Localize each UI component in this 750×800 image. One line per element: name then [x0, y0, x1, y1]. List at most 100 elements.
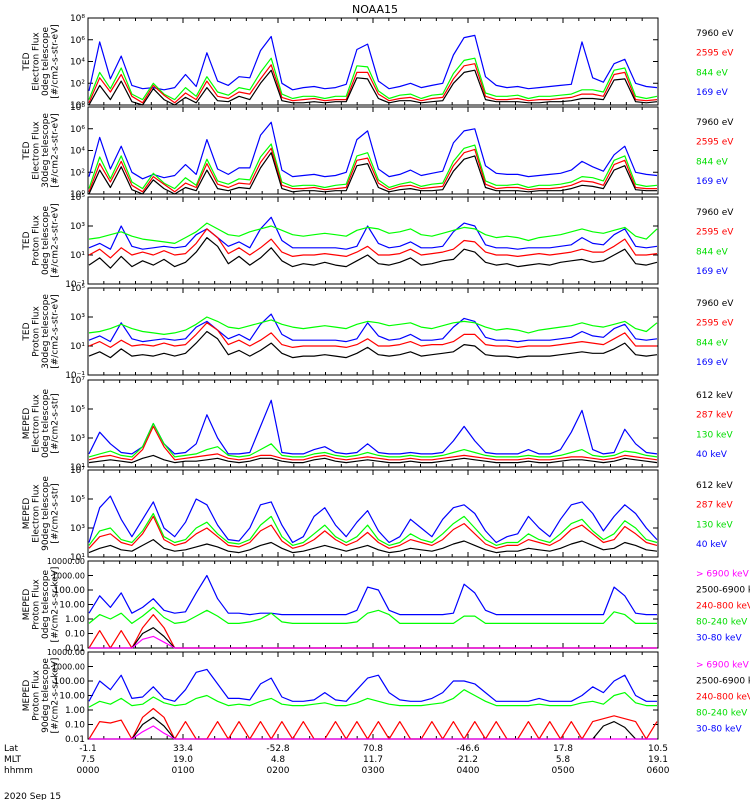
series-line-0 — [89, 635, 657, 649]
legend-label: 169 eV — [696, 358, 729, 368]
series-line-3 — [88, 495, 658, 544]
series-line-2 — [88, 707, 658, 740]
y-tick-label: 10⁸ — [70, 103, 85, 113]
series-line-4 — [88, 668, 657, 702]
legend-label: 2595 eV — [696, 138, 734, 148]
legend-label: 40 keV — [696, 450, 728, 460]
legend-label: 7960 eV — [696, 208, 734, 218]
y-tick-label: 100.00 — [54, 677, 86, 687]
plot-frame — [87, 560, 659, 649]
legend-label: 240-800 keV — [696, 693, 750, 703]
x-tick-label-hhmm: 0400 — [457, 766, 480, 776]
y-axis-label-line: TED — [22, 322, 32, 341]
y-tick-label: 10² — [70, 168, 85, 178]
y-axis-label: MEPEDProton Flux0deg telescope[#/cm2-s-s… — [22, 567, 61, 643]
legend-label: 2595 eV — [696, 319, 734, 329]
y-axis-label: TEDElectron Flux30deg telescope[#/cm2-s-… — [22, 113, 61, 188]
y-axis-label-line: MEPED — [22, 589, 32, 621]
legend-label: 130 keV — [696, 520, 733, 530]
y-axis-label-line: Electron Flux — [31, 32, 41, 91]
x-tick-label-lat: 70.8 — [363, 744, 383, 754]
x-row-label: Lat — [4, 744, 19, 754]
series-line-1 — [88, 322, 657, 348]
panel-5: 10¹ 10³ 10⁵ 10⁷ MEPEDElectron Flux0deg teles… — [22, 376, 734, 473]
y-tick-label: 10⁸ — [70, 14, 85, 24]
series-line-1 — [88, 147, 657, 193]
y-tick-label: 10⁰ — [70, 101, 85, 111]
y-tick-label: 10⁷ — [70, 376, 85, 386]
y-axis-label-line: MEPED — [22, 680, 32, 712]
y-axis-label-line: TED — [22, 231, 32, 250]
x-tick-label-hhmm: 0200 — [267, 766, 290, 776]
series-line-3 — [88, 121, 658, 180]
y-axis-label-line: [#/cm2-s-str-eV] — [50, 24, 60, 99]
series-line-4 — [88, 574, 657, 616]
y-axis-label: TEDProton Flux0deg telescope[#/cm2-s-str… — [22, 203, 61, 278]
y-axis-label-line: TED — [22, 141, 32, 160]
y-axis-label-line: Electron Flux — [31, 394, 41, 453]
series-line-1 — [88, 425, 658, 461]
legend-label: 240-800 keV — [696, 602, 750, 612]
y-tick-label: 10³ — [70, 313, 85, 323]
y-tick-label: 10⁻¹ — [65, 280, 85, 290]
series-line-0 — [88, 538, 658, 554]
x-tick-label-hhmm: 0000 — [77, 766, 100, 776]
series-line-3 — [88, 34, 658, 92]
y-tick-label: 10⁵ — [70, 495, 85, 505]
y-axis-label: MEPEDProton Flux90deg telescope[#/cm2-s-… — [22, 658, 61, 734]
date-label: 2020 Sep 15 — [4, 792, 61, 800]
y-axis-label-line: [#/cm2-s-sr-keV] — [50, 567, 60, 643]
legend-label: 169 eV — [696, 177, 729, 187]
y-tick-label: 1.00 — [65, 615, 85, 625]
y-tick-label: 10⁻¹ — [65, 371, 85, 381]
y-axis-label-line: 90deg telescope — [41, 476, 51, 551]
legend-label: 80-240 keV — [696, 709, 748, 719]
panel-4: 10⁻¹ 10¹ 10³ 10⁵ TEDProton Flux30deg telesco… — [22, 284, 735, 381]
legend-label: 169 eV — [696, 267, 729, 277]
x-tick-label-lat: -46.6 — [456, 744, 480, 754]
legend-label: 7960 eV — [696, 118, 734, 128]
legend-label: 844 eV — [696, 247, 729, 257]
series-line-1 — [88, 63, 658, 104]
y-tick-label: 0.10 — [65, 721, 85, 731]
y-tick-label: 0.01 — [65, 644, 85, 654]
y-tick-label: 10¹ — [70, 553, 85, 563]
legend-label: 30-80 keV — [696, 634, 742, 644]
y-axis-label-line: [#/cm2-s-str-eV] — [50, 113, 60, 188]
x-tick-label-hhmm: 0300 — [362, 766, 385, 776]
x-tick-label-mlt: 5.8 — [556, 755, 571, 765]
legend-label: 80-240 keV — [696, 618, 748, 628]
y-axis-label: MEPEDElectron Flux90deg telescope[#/cm2-… — [22, 476, 61, 551]
y-tick-label: 10⁷ — [70, 466, 85, 476]
y-tick-label: 10⁵ — [70, 405, 85, 415]
legend-label: 612 keV — [696, 481, 733, 491]
y-tick-label: 10⁶ — [70, 36, 85, 46]
series-line-3 — [88, 689, 657, 708]
legend-label: > 6900 keV — [696, 660, 750, 670]
y-tick-label: 10¹ — [70, 342, 85, 352]
legend-label: 7960 eV — [696, 299, 734, 309]
y-tick-label: 10⁶ — [70, 125, 85, 135]
series-line-2 — [88, 512, 658, 547]
figure-title: NOAA15 — [352, 3, 398, 16]
legend-label: 30-80 keV — [696, 725, 742, 735]
y-axis-label-line: [#/cm2-s-str-eV] — [50, 294, 60, 369]
y-axis-label-line: Electron Flux — [31, 121, 41, 180]
y-axis-label-line: Proton Flux — [31, 215, 41, 266]
legend-label: 844 eV — [696, 338, 729, 348]
series-line-3 — [88, 313, 658, 343]
y-axis-label-line: 30deg telescope — [41, 294, 51, 369]
y-tick-label: 1000.00 — [52, 572, 85, 581]
series-line-0 — [88, 454, 658, 464]
y-tick-label: 10.00 — [59, 692, 85, 702]
x-tick-label-mlt: 19.1 — [648, 755, 668, 765]
panel-6: 10¹ 10³ 10⁵ 10⁷ MEPEDElectron Flux90deg tele… — [22, 466, 734, 563]
x-tick-label-mlt: 19.0 — [173, 755, 193, 765]
x-tick-label-hhmm: 0100 — [172, 766, 195, 776]
y-tick-label: 10000.00 — [47, 648, 85, 657]
y-tick-label: 10³ — [70, 434, 85, 444]
y-tick-label: 0.01 — [65, 735, 85, 745]
y-tick-label: 1000.00 — [52, 663, 85, 672]
series-line-0 — [88, 152, 657, 195]
